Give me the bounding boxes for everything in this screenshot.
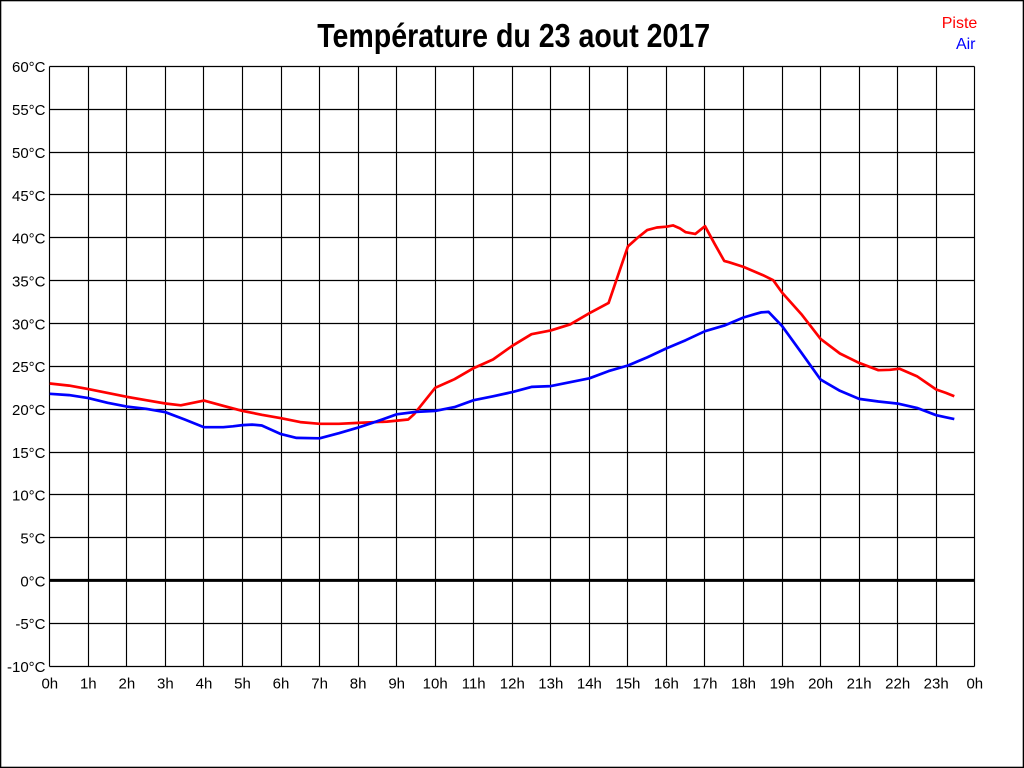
svg-text:15°C: 15°C: [12, 445, 46, 462]
svg-text:60°C: 60°C: [12, 59, 46, 76]
svg-text:Température du 23 aout 2017: Température du 23 aout 2017: [317, 17, 710, 54]
svg-text:5h: 5h: [234, 676, 251, 693]
svg-text:14h: 14h: [577, 676, 602, 693]
svg-text:5°C: 5°C: [20, 531, 45, 548]
svg-text:Piste: Piste: [942, 15, 978, 32]
svg-text:8h: 8h: [350, 676, 367, 693]
svg-text:7h: 7h: [311, 676, 328, 693]
svg-text:2h: 2h: [119, 676, 136, 693]
svg-text:4h: 4h: [196, 676, 213, 693]
svg-text:15h: 15h: [615, 676, 640, 693]
svg-text:Air: Air: [956, 36, 976, 53]
svg-text:13h: 13h: [538, 676, 563, 693]
svg-text:55°C: 55°C: [12, 102, 46, 119]
svg-text:18h: 18h: [731, 676, 756, 693]
svg-text:20°C: 20°C: [12, 402, 46, 419]
svg-text:21h: 21h: [847, 676, 872, 693]
svg-text:22h: 22h: [885, 676, 910, 693]
svg-text:1h: 1h: [80, 676, 97, 693]
svg-text:25°C: 25°C: [12, 359, 46, 376]
svg-text:45°C: 45°C: [12, 188, 46, 205]
svg-text:10h: 10h: [423, 676, 448, 693]
svg-text:30°C: 30°C: [12, 316, 46, 333]
svg-text:17h: 17h: [692, 676, 717, 693]
svg-text:6h: 6h: [273, 676, 290, 693]
svg-text:-10°C: -10°C: [7, 659, 46, 676]
svg-text:20h: 20h: [808, 676, 833, 693]
svg-text:12h: 12h: [500, 676, 525, 693]
svg-text:16h: 16h: [654, 676, 679, 693]
svg-text:50°C: 50°C: [12, 145, 46, 162]
svg-text:9h: 9h: [388, 676, 405, 693]
svg-text:23h: 23h: [924, 676, 949, 693]
svg-text:10°C: 10°C: [12, 488, 46, 505]
svg-text:0h: 0h: [966, 676, 983, 693]
svg-text:35°C: 35°C: [12, 273, 46, 290]
svg-text:40°C: 40°C: [12, 231, 46, 248]
svg-text:0h: 0h: [41, 676, 58, 693]
svg-text:19h: 19h: [770, 676, 795, 693]
svg-text:11h: 11h: [462, 676, 486, 693]
svg-text:0°C: 0°C: [20, 573, 45, 590]
svg-text:-5°C: -5°C: [15, 616, 45, 633]
svg-text:3h: 3h: [157, 676, 174, 693]
